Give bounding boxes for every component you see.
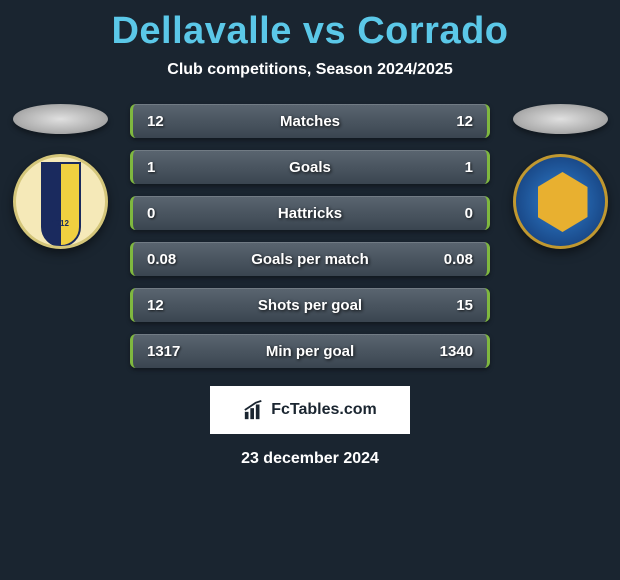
stat-row: 1 Goals 1 [130, 150, 490, 184]
player-silhouette-left [13, 104, 108, 134]
left-column: 1912 [10, 104, 110, 249]
stats-table: 12 Matches 12 1 Goals 1 0 Hattricks 0 0.… [130, 104, 490, 368]
right-column [510, 104, 610, 249]
stat-label: Min per goal [133, 343, 487, 360]
stat-row: 12 Shots per goal 15 [130, 288, 490, 322]
stat-label: Goals per match [133, 251, 487, 268]
stat-label: Hattricks [133, 205, 487, 222]
badge-year: 1912 [16, 219, 105, 228]
stat-label: Goals [133, 159, 487, 176]
lion-icon [538, 172, 588, 232]
left-club-badge: 1912 [13, 154, 108, 249]
date-label: 23 december 2024 [241, 450, 379, 468]
stat-row: 0 Hattricks 0 [130, 196, 490, 230]
stat-row: 1317 Min per goal 1340 [130, 334, 490, 368]
chart-icon [243, 399, 265, 421]
subtitle: Club competitions, Season 2024/2025 [167, 61, 452, 79]
main-area: 1912 12 Matches 12 1 Goals 1 0 Hattricks… [0, 104, 620, 368]
player-silhouette-right [513, 104, 608, 134]
stat-row: 0.08 Goals per match 0.08 [130, 242, 490, 276]
right-club-badge [513, 154, 608, 249]
stat-label: Matches [133, 113, 487, 130]
stat-label: Shots per goal [133, 297, 487, 314]
page-title: Dellavalle vs Corrado [111, 10, 508, 53]
comparison-card: Dellavalle vs Corrado Club competitions,… [0, 0, 620, 468]
shield-icon [41, 162, 81, 247]
brand-footer: FcTables.com [210, 386, 410, 434]
stat-row: 12 Matches 12 [130, 104, 490, 138]
brand-name: FcTables.com [271, 401, 377, 419]
